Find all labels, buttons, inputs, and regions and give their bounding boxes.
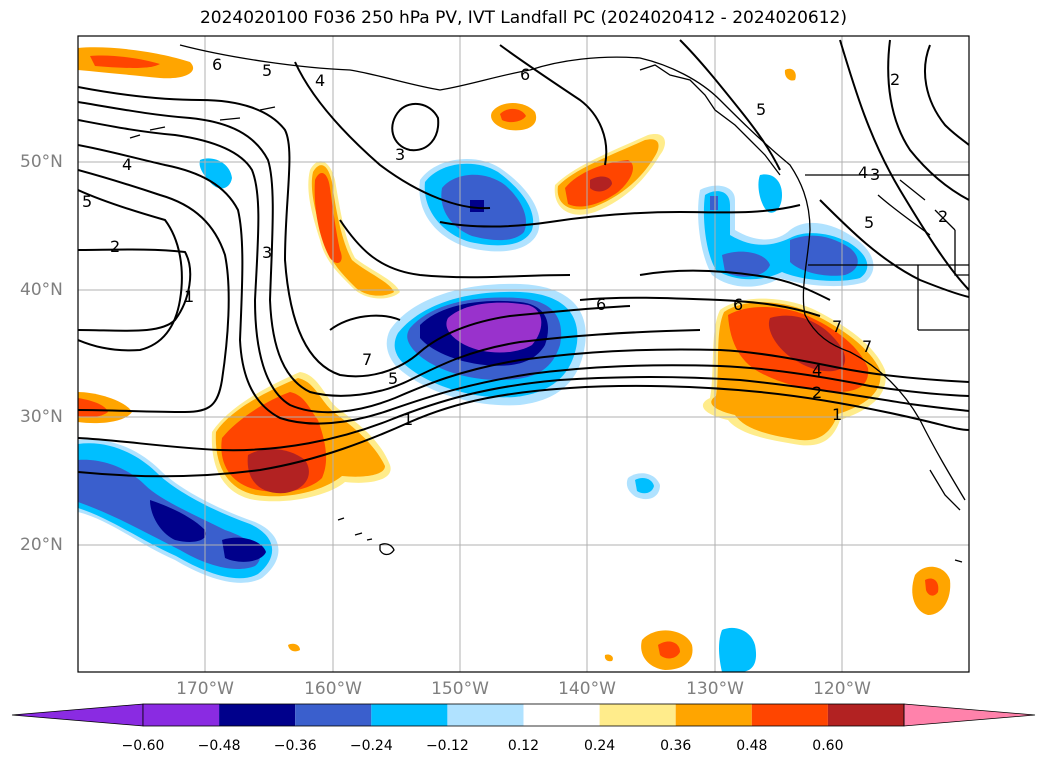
colorbar-tick-label: 0.24 xyxy=(584,738,616,754)
coastlines xyxy=(129,44,969,563)
neg-anomaly-east xyxy=(698,174,874,287)
svg-text:2: 2 xyxy=(812,383,822,402)
pv-contours xyxy=(78,39,969,478)
colorbar-tick-label: −0.36 xyxy=(273,738,317,754)
svg-text:5: 5 xyxy=(82,192,92,211)
colorbar-extend-low xyxy=(11,703,144,727)
lon-label-150w: 150°W xyxy=(431,679,489,699)
svg-text:5: 5 xyxy=(864,213,874,232)
colorbar-segment xyxy=(675,704,752,726)
colorbar-segment xyxy=(447,704,524,726)
colorbar-segment xyxy=(599,704,676,726)
lon-label-160w: 160°W xyxy=(304,679,362,699)
colorbar-segment xyxy=(219,704,296,726)
svg-text:6: 6 xyxy=(733,295,743,314)
pos-anomaly-east xyxy=(702,298,886,446)
svg-text:5: 5 xyxy=(756,100,766,119)
svg-text:3: 3 xyxy=(395,145,405,164)
colorbar-tick-label: 0.36 xyxy=(660,738,692,754)
svg-text:4: 4 xyxy=(315,71,325,90)
colorbar-segment xyxy=(371,704,448,726)
colorbar-segment xyxy=(295,704,372,726)
pos-anomaly-strip xyxy=(308,161,400,299)
colorbar xyxy=(11,703,1036,727)
svg-text:6: 6 xyxy=(520,65,530,84)
colorbar-segment xyxy=(523,704,600,726)
colorbar-extend-high xyxy=(903,703,1036,727)
pos-anomaly-southwest xyxy=(211,372,391,502)
svg-text:2: 2 xyxy=(938,207,948,226)
svg-text:4: 4 xyxy=(122,155,132,174)
pos-anomaly-north xyxy=(554,134,665,215)
svg-text:6: 6 xyxy=(596,295,606,314)
neg-anomaly-small-1 xyxy=(199,158,232,189)
svg-text:1: 1 xyxy=(832,405,842,424)
svg-text:4: 4 xyxy=(858,163,868,182)
colorbar-tick-label: −0.48 xyxy=(197,738,241,754)
svg-text:3: 3 xyxy=(262,243,272,262)
map-border xyxy=(77,35,970,673)
colorbar-tick-label: −0.24 xyxy=(349,738,393,754)
colorbar-tick-label: 0.48 xyxy=(736,738,768,754)
lon-label-170w: 170°W xyxy=(176,679,234,699)
lon-label-130w: 130°W xyxy=(686,679,744,699)
colorbar-tick-label: −0.12 xyxy=(425,738,469,754)
svg-text:7: 7 xyxy=(862,337,872,356)
contour-labels: 6 5 4 4 5 2 1 3 3 6 6 5 2 2 3 5 4 7 5 1 … xyxy=(82,55,948,429)
gridlines xyxy=(78,36,969,672)
colorbar-segment xyxy=(827,704,904,726)
lat-label-20n: 20°N xyxy=(20,535,63,555)
colorbar-tick-label: 0.60 xyxy=(812,738,844,754)
svg-text:3: 3 xyxy=(870,165,880,184)
svg-text:4: 4 xyxy=(812,361,822,380)
svg-text:6: 6 xyxy=(212,55,222,74)
lon-label-120w: 120°W xyxy=(813,679,871,699)
lat-label-30n: 30°N xyxy=(20,407,63,427)
neg-anomaly-small-3 xyxy=(719,627,757,672)
colorbar-tick-label: 0.12 xyxy=(507,738,540,754)
lat-label-50n: 50°N xyxy=(20,152,63,172)
svg-text:1: 1 xyxy=(184,287,194,306)
svg-text:5: 5 xyxy=(262,61,272,80)
colorbar-tick-label: −0.60 xyxy=(121,738,165,754)
svg-text:2: 2 xyxy=(110,237,120,256)
svg-text:7: 7 xyxy=(362,350,372,369)
map-title: 2024020100 F036 250 hPa PV, IVT Landfall… xyxy=(199,8,847,28)
svg-text:5: 5 xyxy=(388,369,398,388)
lat-label-40n: 40°N xyxy=(20,280,63,300)
neg-anomaly-north xyxy=(419,158,540,252)
svg-text:1: 1 xyxy=(403,410,413,429)
neg-anomaly-central xyxy=(386,283,586,406)
svg-text:7: 7 xyxy=(832,317,842,336)
colorbar-segment xyxy=(143,704,220,726)
colorbar-segment xyxy=(751,704,828,726)
svg-text:2: 2 xyxy=(890,70,900,89)
lon-label-140w: 140°W xyxy=(558,679,616,699)
colorbar-outline xyxy=(142,703,905,727)
